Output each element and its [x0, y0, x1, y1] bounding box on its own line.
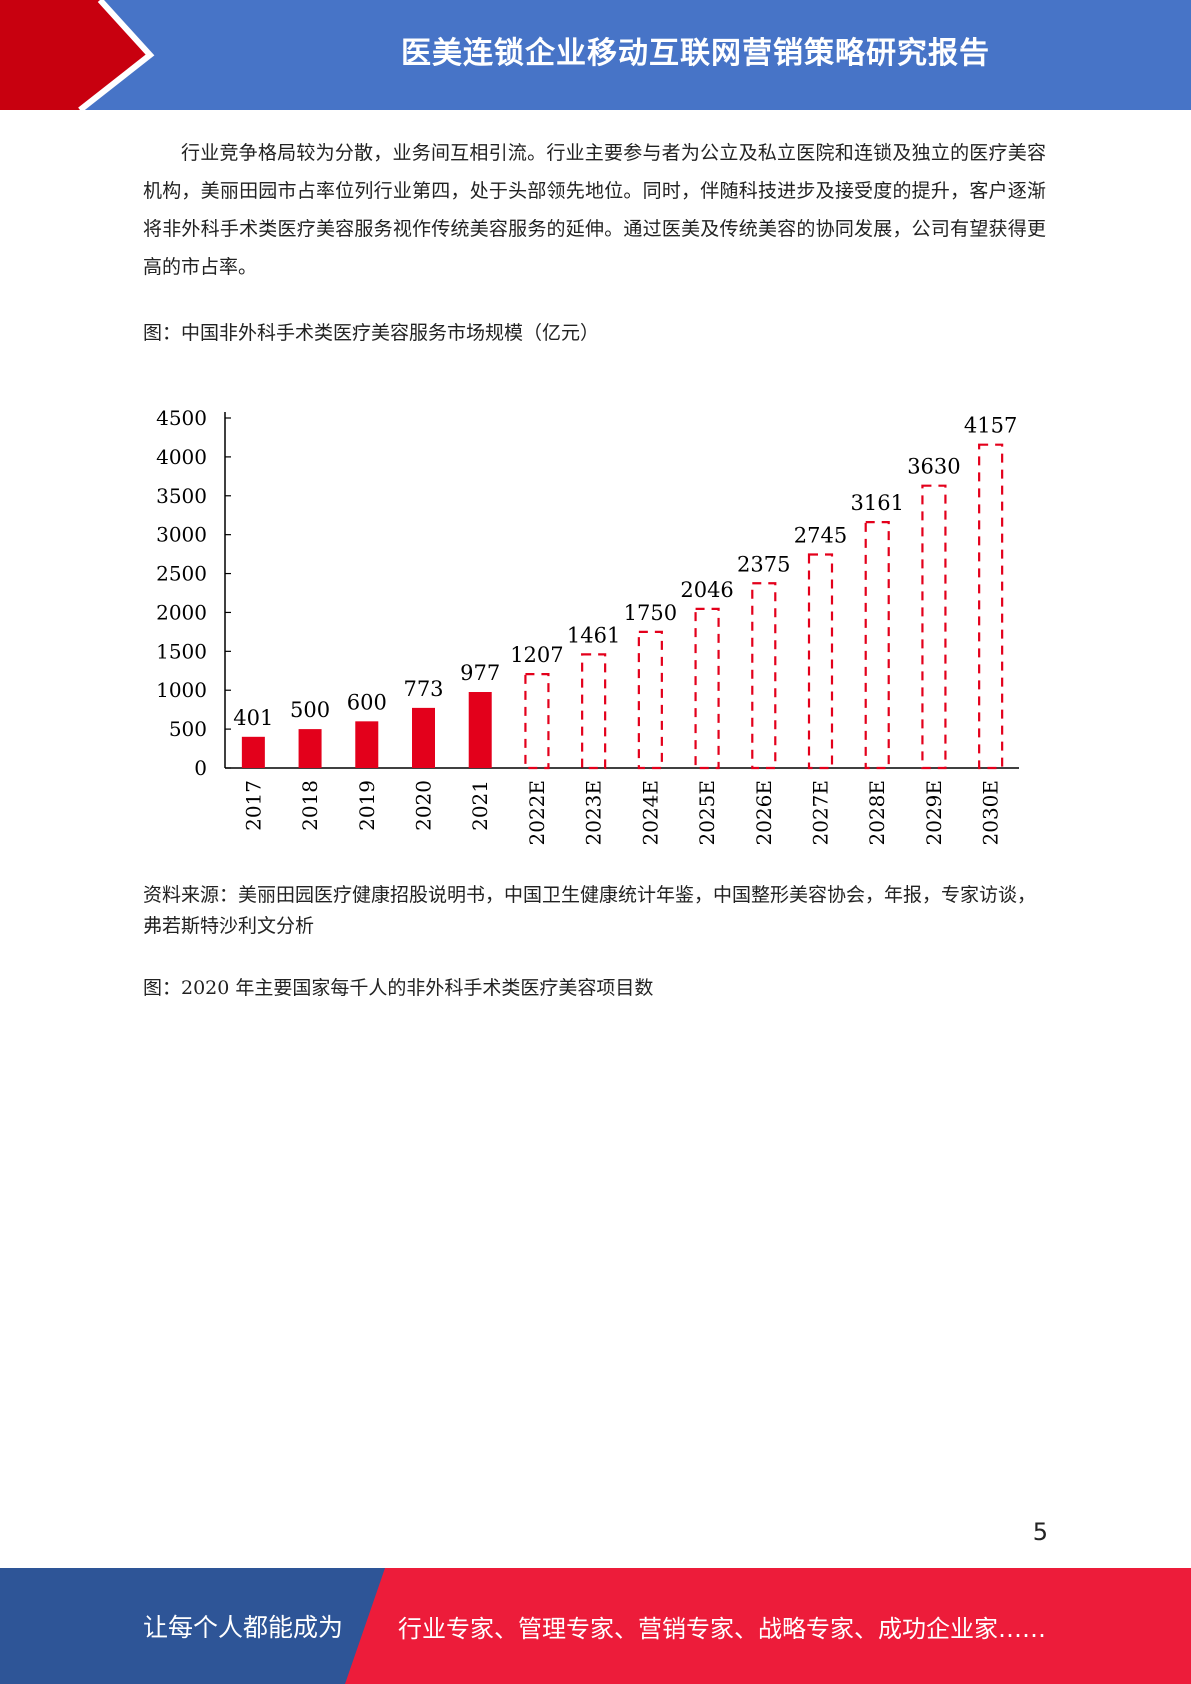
- data-label: 977: [460, 661, 500, 685]
- body-paragraph: 行业竞争格局较为分散，业务间互相引流。行业主要参与者为公立及私立医院和连锁及独立…: [143, 142, 1046, 278]
- data-label: 600: [347, 690, 387, 714]
- x-tick-label: 2022E: [525, 780, 549, 846]
- bar-estimated: [637, 630, 663, 770]
- x-tick-label: 2023E: [582, 780, 606, 846]
- data-label: 2046: [680, 578, 733, 602]
- bar-estimated: [524, 673, 550, 770]
- y-tick-label: 3500: [156, 484, 207, 508]
- footer-slogan-left: 让每个人都能成为: [143, 1613, 344, 1642]
- x-tick-label: 2019: [355, 780, 379, 831]
- bar-estimated: [978, 443, 1004, 770]
- figure2-caption: 图：2020 年主要国家每千人的非外科手术类医疗美容项目数: [143, 977, 654, 999]
- y-tick-label: 0: [194, 756, 207, 780]
- bar: [298, 729, 322, 768]
- data-label: 3161: [850, 491, 903, 515]
- y-tick-label: 500: [169, 717, 207, 741]
- data-label: 773: [403, 677, 443, 701]
- data-label: 500: [290, 698, 330, 722]
- data-label: 1750: [624, 601, 677, 625]
- bar-estimated: [581, 653, 607, 770]
- y-tick-label: 4000: [156, 445, 207, 469]
- header-title: 医美连锁企业移动互联网营销策略研究报告: [401, 36, 990, 71]
- page-header: 医美连锁企业移动互联网营销策略研究报告: [0, 0, 1191, 110]
- x-tick-label: 2030E: [979, 780, 1003, 846]
- bar-estimated: [751, 582, 777, 770]
- bar: [355, 721, 379, 768]
- source-note: 资料来源：美丽田园医疗健康招股说明书，中国卫生健康统计年鉴，中国整形美容协会，年…: [143, 884, 1037, 937]
- data-label: 1207: [510, 643, 563, 667]
- x-tick-label: 2027E: [809, 780, 833, 846]
- x-tick-label: 2029E: [922, 780, 946, 846]
- data-label: 3630: [907, 455, 960, 479]
- x-tick-label: 2026E: [752, 780, 776, 846]
- y-tick-label: 1000: [156, 678, 207, 702]
- bar-estimated: [921, 484, 947, 770]
- bar: [241, 736, 265, 768]
- data-label: 4157: [964, 414, 1017, 438]
- y-tick-label: 3000: [156, 523, 207, 547]
- y-tick-label: 2000: [156, 600, 207, 624]
- x-tick-label: 2020: [412, 780, 436, 831]
- data-label: 2375: [737, 552, 790, 576]
- bar: [412, 707, 435, 768]
- bar: [468, 692, 492, 768]
- bar-estimated: [694, 607, 720, 770]
- y-tick-label: 1500: [156, 639, 207, 663]
- bar-estimated: [807, 553, 834, 770]
- x-tick-label: 2021: [468, 780, 492, 831]
- x-tick-label: 2018: [298, 780, 322, 831]
- y-tick-label: 2500: [156, 562, 207, 586]
- footer-slogan-right: 行业专家、管理专家、营销专家、战略专家、成功企业家……: [398, 1614, 1046, 1643]
- x-tick-label: 2024E: [638, 780, 662, 846]
- data-label: 401: [233, 706, 273, 730]
- data-label: 1461: [567, 623, 620, 647]
- x-tick-label: 2017: [241, 780, 265, 831]
- page-number: 5: [1032, 1518, 1048, 1546]
- x-tick-label: 2025E: [695, 780, 719, 846]
- footer-banner-graphic: [0, 1568, 1191, 1684]
- header-banner-graphic: [0, 0, 1191, 110]
- x-tick-label: 2028E: [865, 780, 889, 846]
- data-label: 2745: [794, 524, 847, 548]
- bar-estimated: [864, 521, 890, 770]
- figure1-caption: 图：中国非外科手术类医疗美容服务市场规模（亿元）: [143, 322, 600, 344]
- market-size-chart: 0 500 1000 1500 2000 2500 3000 3500 4000 4500 401 2…: [156, 406, 1019, 846]
- page-footer: 让每个人都能成为 行业专家、管理专家、营销专家、战略专家、成功企业家……: [0, 1568, 1191, 1684]
- y-tick-label: 4500: [156, 406, 207, 430]
